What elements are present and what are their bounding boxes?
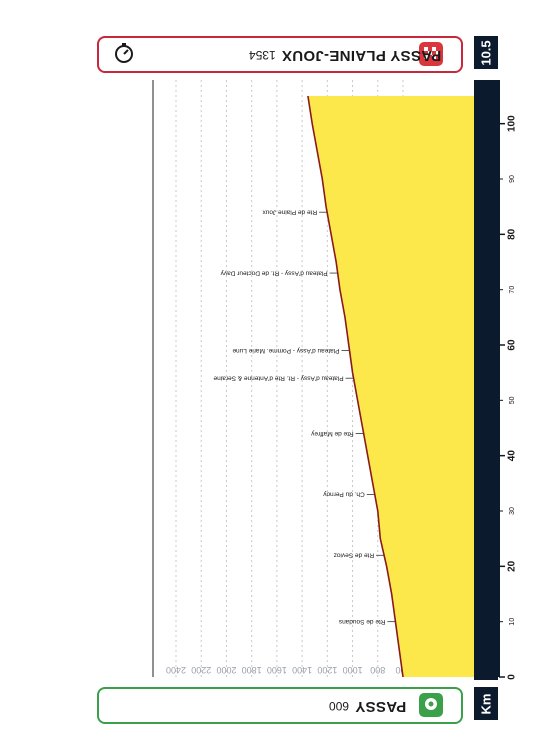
altitude-tick-label: 1000 xyxy=(343,665,363,675)
finish-header: PASSY PLAINE-JOUX 1354 xyxy=(97,36,463,73)
start-header: PASSY 600 xyxy=(97,687,463,724)
km-major-label: 100 xyxy=(507,115,518,132)
altitude-tick-label: 2000 xyxy=(216,665,236,675)
km-minor-label: 70 xyxy=(509,286,516,294)
finish-altitude: 1354 xyxy=(249,48,276,62)
km-axis-line xyxy=(498,80,500,677)
checkered-flag-icon xyxy=(419,42,443,66)
km-minor-label: 50 xyxy=(509,396,516,404)
km-label: Km xyxy=(478,693,494,714)
altitude-tick-label: 1200 xyxy=(317,665,337,675)
km-major-label: 0 xyxy=(507,674,518,680)
altitude-tick-label: 1600 xyxy=(267,665,287,675)
km-badge: Km xyxy=(474,687,498,720)
total-distance: 10.5 xyxy=(478,39,494,66)
start-altitude: 600 xyxy=(329,699,350,713)
stopwatch-icon xyxy=(113,42,135,64)
km-minor-label: 30 xyxy=(509,507,516,515)
start-title: PASSY 600 xyxy=(329,697,406,715)
annotation-label: Rte de Plaine Joux xyxy=(262,208,317,215)
altitude-tick-label: 1400 xyxy=(292,665,312,675)
km-major-label: 40 xyxy=(507,450,518,462)
km-major-label: 80 xyxy=(507,228,518,240)
altitude-tick-label: 2400 xyxy=(166,665,186,675)
finish-name: PASSY PLAINE-JOUX xyxy=(281,47,442,64)
km-major-label: 60 xyxy=(507,339,518,351)
altitude-tick-label: 1800 xyxy=(242,665,262,675)
location-pin-icon xyxy=(419,693,443,717)
km-major-label: 20 xyxy=(507,560,518,572)
annotation-label: Rte de Sevioz xyxy=(334,552,374,559)
elevation-area xyxy=(307,96,499,677)
km-axis-bar xyxy=(474,80,498,680)
annotation-label: Plateau d'Assy - Rt. Rte d'Antenne & Ser… xyxy=(213,374,343,381)
km-minor-label: 10 xyxy=(509,618,516,626)
annotation-label: Plateau d'Assy - Pomme. Marie Lune xyxy=(232,347,339,354)
annotation-label: Plateau d'Assy - Rt. de Docteur Davy xyxy=(220,269,328,276)
km-minor-label: 90 xyxy=(509,175,516,183)
total-distance-badge: 10.5 xyxy=(474,36,498,69)
annotation-label: Rte de Maffrey xyxy=(310,430,353,437)
annotation-label: Rte de Soudans xyxy=(338,618,385,625)
altitude-tick-label: 800 xyxy=(370,665,385,675)
elevation-line xyxy=(307,95,404,678)
altitude-tick-label: 2200 xyxy=(191,665,211,675)
annotation-label: Ch. du Pernoy xyxy=(322,491,364,498)
start-name: PASSY xyxy=(355,698,407,715)
finish-title: PASSY PLAINE-JOUX 1354 xyxy=(249,46,441,64)
